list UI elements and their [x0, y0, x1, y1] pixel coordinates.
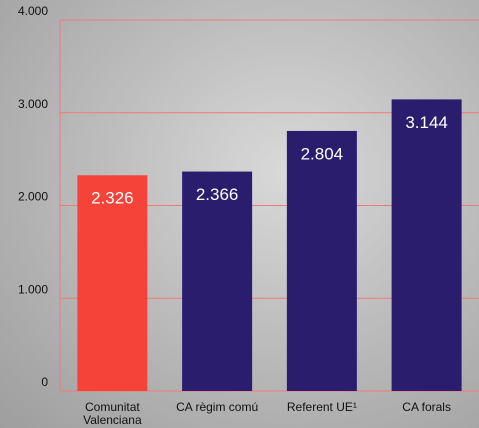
x-tick-label: CA forals	[382, 401, 472, 414]
y-tick-label: 3.000	[18, 97, 48, 111]
bar	[182, 172, 252, 391]
chart: 0 1.000 2.000 3.000 4.000 2.326 2.366 2.804 3.14…	[0, 0, 479, 428]
y-tick-label: 0	[41, 375, 48, 389]
x-tick-label: Referent UE¹	[277, 401, 367, 414]
value-label: 2.804	[301, 144, 344, 163]
chart-page: 0 1.000 2.000 3.000 4.000 2.326 2.366 2.804 3.14…	[0, 0, 479, 428]
x-tick-label: Comunitat Valenciana	[67, 401, 157, 427]
y-tick-label: 2.000	[18, 190, 48, 204]
value-label: 3.144	[405, 113, 448, 132]
x-tick-label: CA règim comú	[172, 401, 262, 414]
y-tick-label: 4.000	[18, 4, 48, 18]
value-label: 2.326	[91, 189, 134, 208]
bar	[287, 131, 357, 391]
bar	[392, 99, 462, 391]
value-label: 2.366	[196, 185, 239, 204]
y-tick-label: 1.000	[18, 282, 48, 296]
